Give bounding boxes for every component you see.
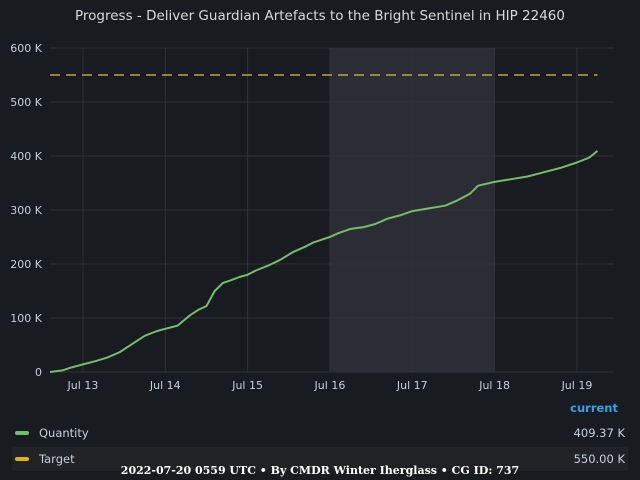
x-tick-label: Jul 14 (149, 379, 181, 392)
progress-line-chart: 0 100 K 200 K 300 K 400 K 500 K 600 K Jul 13 Jul… (10, 42, 614, 392)
legend-label-target: Target (39, 452, 75, 466)
x-tick-label: Jul 15 (231, 379, 263, 392)
legend-value-quantity: 409.37 K (573, 426, 625, 440)
y-tick-label: 100 K (10, 312, 42, 325)
x-tick-label: Jul 17 (396, 379, 428, 392)
footer-credit: 2022-07-20 0559 UTC • By CMDR Winter Ihe… (120, 464, 520, 477)
y-tick-label: 500 K (10, 96, 42, 109)
y-tick-label: 600 K (10, 42, 42, 55)
x-tick-label: Jul 16 (314, 379, 346, 392)
chart-title: Progress - Deliver Guardian Artefacts to… (75, 8, 565, 24)
x-tick-label: Jul 18 (478, 379, 510, 392)
y-tick-label: 0 (35, 366, 42, 379)
legend-column-header-current[interactable]: current (570, 401, 618, 415)
y-tick-label: 300 K (10, 204, 42, 217)
quantity-color-swatch (15, 431, 29, 435)
target-color-swatch (15, 457, 29, 461)
series-line-quantity (49, 150, 599, 373)
legend-label-quantity: Quantity (39, 426, 89, 440)
legend-item-target[interactable]: Target 550.00 K (12, 447, 628, 471)
legend-item-quantity[interactable]: Quantity 409.37 K (12, 421, 628, 445)
x-tick-label: Jul 19 (561, 379, 593, 392)
legend-value-target: 550.00 K (573, 452, 625, 466)
x-tick-label: Jul 13 (67, 379, 99, 392)
y-tick-label: 400 K (10, 150, 42, 163)
y-tick-label: 200 K (10, 258, 42, 271)
